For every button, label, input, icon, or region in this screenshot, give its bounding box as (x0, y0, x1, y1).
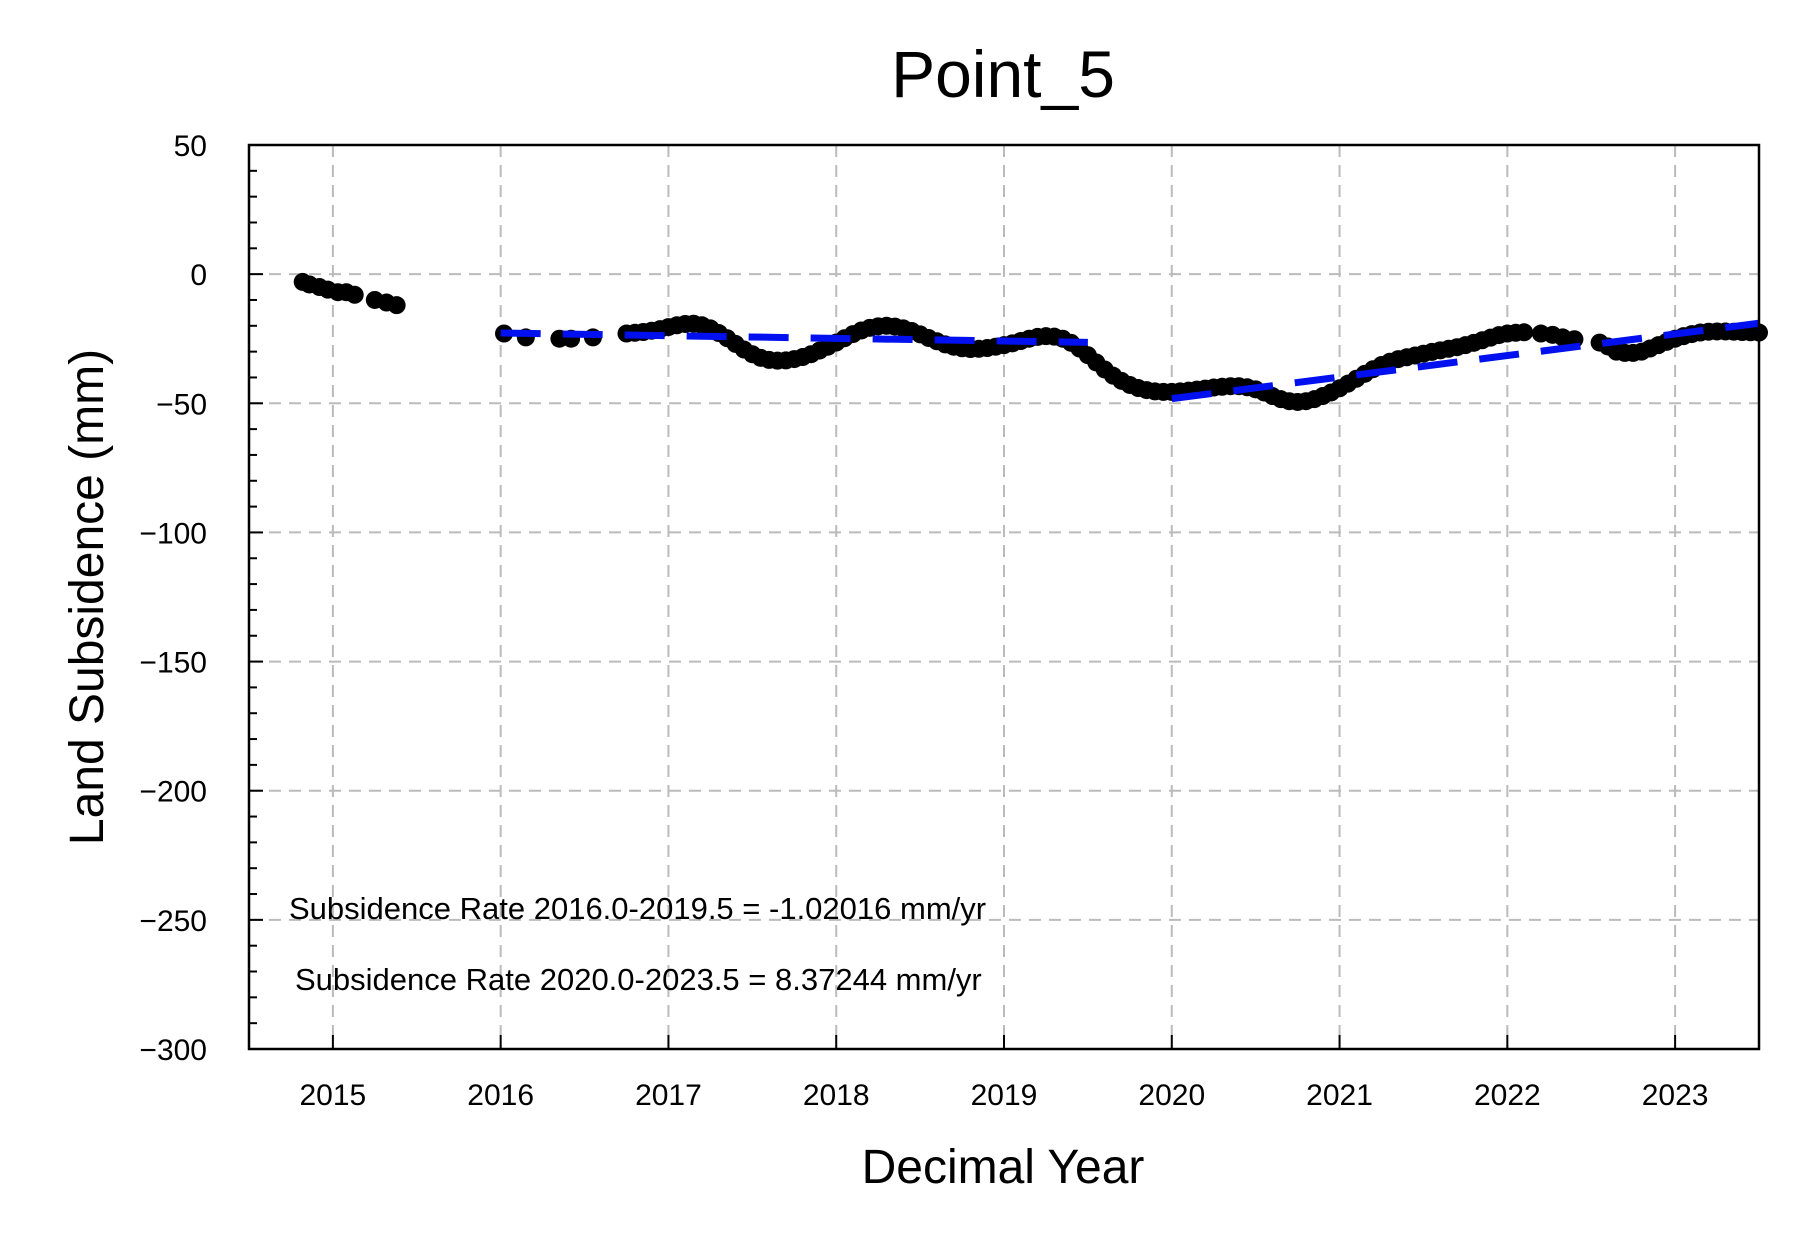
y-axis-ticks: 50 0 −50 −100 −150 −200 −250 −300 (139, 130, 263, 1067)
y-tick-label: 50 (174, 130, 207, 163)
x-tick-label: 2021 (1306, 1079, 1373, 1112)
trend-lines (500, 319, 1760, 403)
x-tick-label: 2015 (300, 1079, 367, 1112)
y-tick-label: −300 (139, 1034, 207, 1067)
annotation-rate-2: Subsidence Rate 2020.0-2023.5 = 8.37244 … (295, 962, 982, 997)
x-axis-label: Decimal Year (862, 1141, 1145, 1194)
data-point (345, 285, 364, 304)
trend-line-2 (1171, 319, 1760, 403)
x-tick-label: 2017 (635, 1079, 702, 1112)
x-tick-label: 2022 (1474, 1079, 1541, 1112)
plot-frame (247, 143, 1761, 1051)
y-tick-label: −250 (139, 905, 207, 938)
data-point (387, 296, 406, 315)
grid-lines (249, 145, 1759, 1049)
y-axis-label: Land Subsidence (mm) (61, 349, 114, 845)
x-tick-label: 2018 (803, 1079, 870, 1112)
y-tick-label: −50 (156, 388, 207, 421)
chart-title: Point_5 (891, 37, 1115, 111)
data-point (1515, 323, 1534, 342)
x-tick-label: 2016 (467, 1079, 534, 1112)
y-tick-label: −200 (139, 776, 207, 809)
y-tick-label: 0 (190, 259, 207, 292)
annotation-rate-1: Subsidence Rate 2016.0-2019.5 = -1.02016… (289, 891, 986, 926)
x-tick-label: 2019 (971, 1079, 1038, 1112)
y-tick-label: −150 (139, 647, 207, 680)
minor-ticks (249, 169, 257, 1025)
observation-points (293, 272, 1768, 411)
x-tick-label: 2020 (1138, 1079, 1205, 1112)
x-tick-label: 2023 (1642, 1079, 1709, 1112)
x-axis-ticks: 2015 2016 2017 2018 2019 2020 2021 2022 2023 (300, 1035, 1709, 1112)
trend-line-1 (500, 329, 1088, 346)
y-tick-label: −100 (139, 517, 207, 550)
